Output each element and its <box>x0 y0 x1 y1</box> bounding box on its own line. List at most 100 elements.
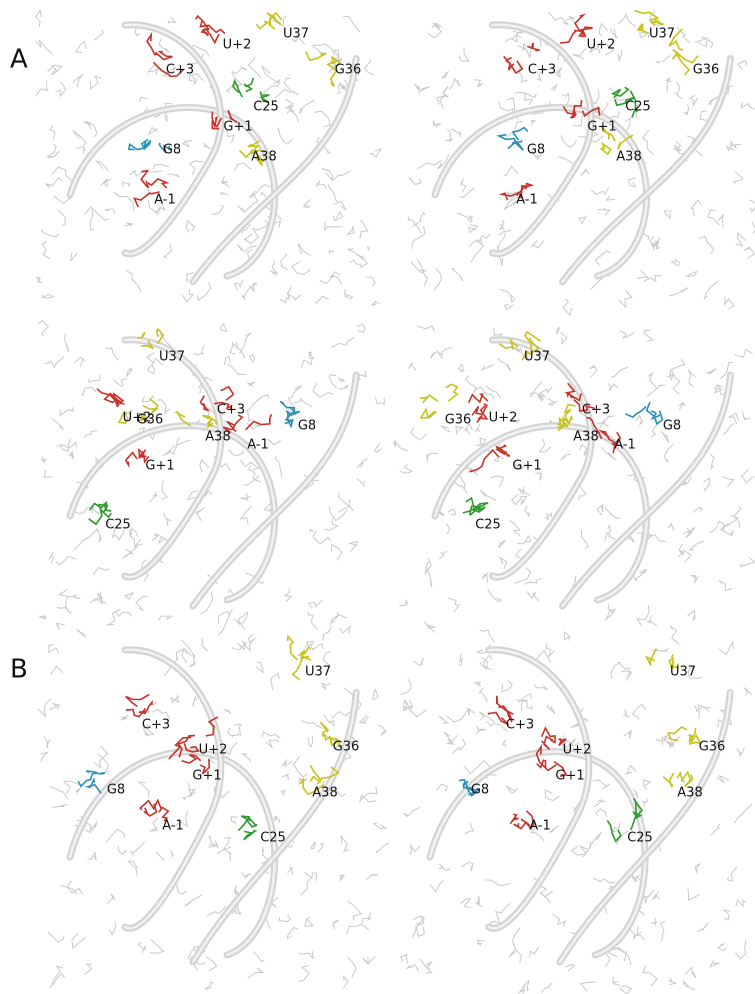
wireframe <box>57 607 72 613</box>
wireframe <box>459 364 464 372</box>
wireframe <box>497 358 510 371</box>
wireframe <box>281 791 284 796</box>
wireframe <box>595 251 610 266</box>
wireframe <box>203 143 211 149</box>
wireframe <box>232 66 247 73</box>
wireframe <box>413 658 423 666</box>
wireframe <box>36 40 53 54</box>
wireframe <box>243 754 251 762</box>
wireframe <box>313 531 331 544</box>
wireframe <box>695 38 707 42</box>
wireframe <box>60 407 73 415</box>
wireframe <box>535 473 542 481</box>
wireframe <box>651 649 667 652</box>
wireframe <box>410 845 420 855</box>
wireframe <box>74 529 97 550</box>
wireframe <box>60 589 68 610</box>
wireframe <box>684 981 696 989</box>
wireframe <box>409 362 416 371</box>
wireframe <box>43 241 50 259</box>
wireframe <box>578 486 586 500</box>
wireframe <box>502 681 513 692</box>
wireframe <box>534 685 548 690</box>
wireframe <box>250 355 255 363</box>
residue-sticks <box>88 780 101 794</box>
wireframe <box>362 957 375 965</box>
wireframe <box>371 149 381 157</box>
wireframe <box>593 878 615 883</box>
residue-label: C25 <box>625 100 651 115</box>
wireframe <box>367 247 370 251</box>
wireframe <box>343 16 360 32</box>
wireframe <box>91 821 97 830</box>
wireframe <box>72 933 85 948</box>
wireframe <box>106 829 125 843</box>
wireframe <box>275 816 280 823</box>
wireframe <box>500 289 515 302</box>
wireframe <box>271 674 279 690</box>
wireframe <box>541 983 552 993</box>
wireframe <box>344 289 353 299</box>
wireframe <box>643 130 654 155</box>
wireframe <box>200 460 209 472</box>
wireframe <box>563 299 572 315</box>
wireframe <box>476 424 480 432</box>
wireframe <box>669 288 688 296</box>
residue-label: A-1 <box>247 438 269 453</box>
wireframe <box>37 277 42 282</box>
wireframe <box>418 326 435 331</box>
wireframe <box>706 369 716 374</box>
wireframe <box>126 271 141 292</box>
wireframe <box>93 568 109 575</box>
wireframe <box>360 715 369 723</box>
wireframe <box>477 940 485 945</box>
residue-label: A38 <box>251 150 276 165</box>
wireframe <box>106 348 119 361</box>
wireframe <box>642 798 648 807</box>
wireframe <box>159 38 170 52</box>
wireframe <box>360 220 368 239</box>
wireframe <box>338 377 344 382</box>
residue-label: C+3 <box>506 718 534 733</box>
wireframe <box>202 638 208 650</box>
residue-label: G36 <box>699 740 726 755</box>
wireframe <box>520 496 527 505</box>
residue-label: C25 <box>627 831 653 846</box>
wireframe <box>567 16 576 23</box>
wireframe <box>505 304 514 310</box>
wireframe <box>292 262 311 275</box>
wireframe <box>589 832 602 847</box>
wireframe <box>183 140 192 147</box>
residue-label: A-1 <box>614 438 636 453</box>
wireframe <box>118 846 127 855</box>
wireframe <box>431 351 443 358</box>
wireframe <box>561 332 567 343</box>
wireframe <box>651 918 657 926</box>
wireframe <box>41 752 47 762</box>
wireframe <box>298 243 310 255</box>
wireframe <box>341 836 349 851</box>
wireframe <box>486 386 501 398</box>
residue-label: U37 <box>159 350 185 365</box>
wireframe <box>378 725 386 735</box>
residue-label: C+3 <box>528 63 556 78</box>
wireframe <box>375 397 384 404</box>
wireframe <box>560 454 571 460</box>
wireframe <box>308 736 313 747</box>
wireframe <box>723 423 734 434</box>
residue-sticks <box>607 820 620 841</box>
residue-label: G36 <box>335 63 362 78</box>
wireframe <box>347 226 354 234</box>
wireframe <box>694 508 702 512</box>
wireframe <box>74 357 85 367</box>
residue-label: A-1 <box>516 193 538 208</box>
residue-label: G36 <box>693 63 720 78</box>
residue-sticks <box>244 831 256 840</box>
wireframe <box>325 222 343 230</box>
wireframe <box>474 80 483 87</box>
wireframe <box>439 551 447 559</box>
wireframe <box>223 709 231 714</box>
wireframe <box>310 530 314 532</box>
wireframe <box>123 549 133 558</box>
wireframe <box>52 966 63 985</box>
